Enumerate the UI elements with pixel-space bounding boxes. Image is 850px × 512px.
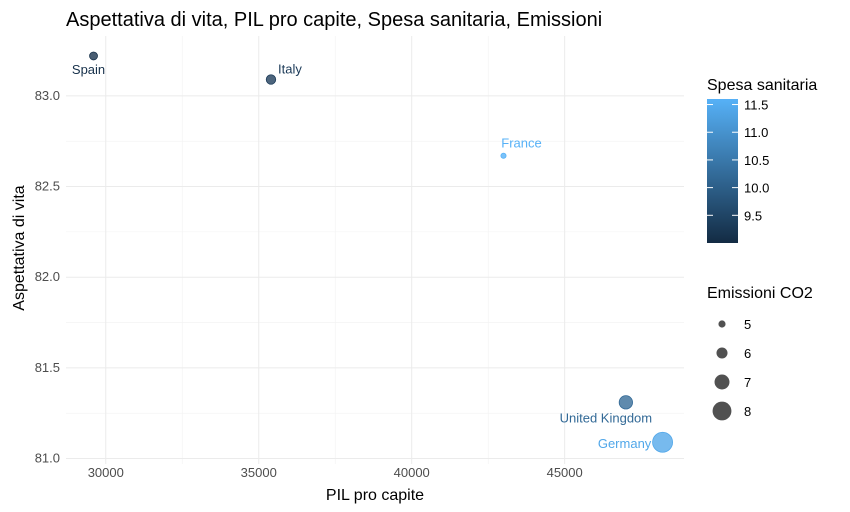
- x-axis-ticks: 30000 35000 40000 45000: [88, 465, 583, 480]
- size-legend-circle: [716, 347, 728, 359]
- color-legend-tick-label: 9.5: [744, 208, 762, 223]
- x-axis-label: PIL pro capite: [326, 487, 424, 504]
- color-legend-title: Spesa sanitaria: [707, 77, 817, 94]
- point-labels: Spain Italy France United Kingdom Germany: [72, 62, 652, 452]
- size-legend-circle: [718, 320, 726, 328]
- size-legend-circle: [712, 401, 732, 421]
- y-tick-label: 81.5: [35, 360, 60, 375]
- size-legend-circle: [714, 374, 730, 390]
- x-tick-label: 30000: [88, 465, 124, 480]
- y-tick-label: 82.5: [35, 179, 60, 194]
- grid-lines: [66, 36, 684, 464]
- size-legend-label: 6: [744, 346, 751, 361]
- size-legend-title: Emissioni CO2: [707, 285, 813, 302]
- size-legend-label: 5: [744, 317, 751, 332]
- y-tick-label: 83.0: [35, 88, 60, 103]
- y-tick-label: 81.0: [35, 451, 60, 466]
- size-legend-label: 7: [744, 375, 751, 390]
- data-point: [265, 74, 277, 85]
- data-points: [89, 51, 673, 453]
- color-legend-tick-label: 10.0: [744, 181, 769, 196]
- size-legend-label: 8: [744, 404, 751, 419]
- x-tick-label: 40000: [394, 465, 430, 480]
- data-point: [618, 395, 633, 410]
- color-legend-ticks: 9.5 10.0 10.5 11.0 11.5: [707, 98, 769, 223]
- color-legend-tick-label: 11.0: [744, 125, 768, 140]
- color-legend-bar: [707, 99, 738, 243]
- point-label: Germany: [598, 436, 652, 451]
- y-tick-label: 82.0: [35, 269, 60, 284]
- data-point: [89, 51, 98, 61]
- y-axis-ticks: 81.0 81.5 82.0 82.5 83.0: [35, 88, 60, 466]
- point-label: France: [501, 136, 541, 151]
- point-label: Italy: [278, 62, 302, 77]
- color-legend-tick-label: 10.5: [744, 153, 769, 168]
- data-point: [652, 431, 673, 453]
- size-legend: Emissioni CO2 5 6 7 8: [707, 285, 813, 421]
- x-tick-label: 35000: [241, 465, 277, 480]
- y-axis-label: Aspettativa di vita: [11, 185, 28, 311]
- color-legend: Spesa sanitaria 9.5 10.0 10.5 11.0 11.5: [707, 77, 817, 243]
- chart-title: Aspettativa di vita, PIL pro capite, Spe…: [66, 9, 602, 31]
- size-legend-items: 5 6 7 8: [712, 317, 751, 421]
- color-legend-tick-label: 11.5: [744, 98, 768, 113]
- point-label: United Kingdom: [560, 410, 653, 425]
- data-point: [500, 152, 507, 159]
- x-tick-label: 45000: [547, 465, 583, 480]
- point-label: Spain: [72, 62, 105, 77]
